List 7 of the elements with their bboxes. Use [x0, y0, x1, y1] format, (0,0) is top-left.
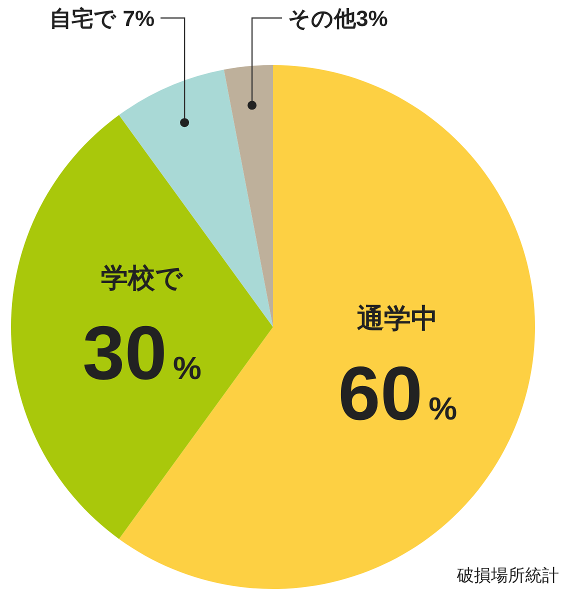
slice-label: 通学中: [357, 303, 438, 334]
data-label: 30%: [82, 311, 202, 396]
text: 破損場所統計: [456, 566, 559, 585]
data-label: 60%: [338, 351, 458, 436]
slice-label: 学校で: [101, 263, 184, 293]
slice-label: その他3%: [288, 6, 388, 31]
slice-label: 自宅で 7%: [50, 6, 155, 31]
